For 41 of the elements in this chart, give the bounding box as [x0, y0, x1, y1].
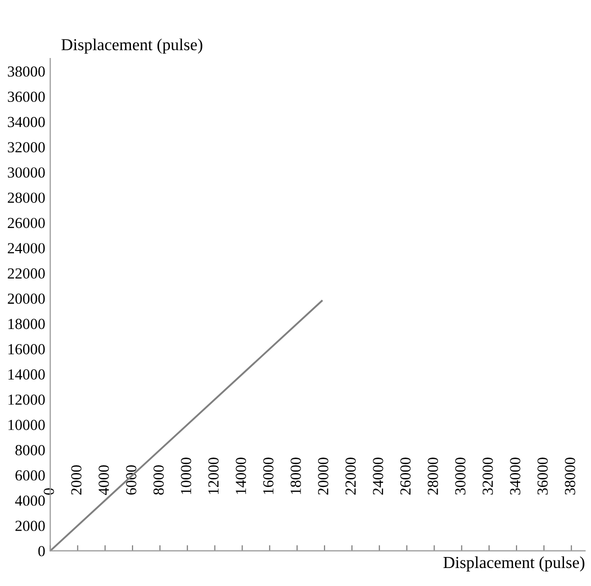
y-tick-label: 16000: [8, 344, 45, 354]
y-tick-label: 10000: [8, 420, 45, 430]
x-tick-label: 34000: [510, 458, 520, 495]
x-tick-label: 0: [44, 488, 54, 495]
x-tick-label: 16000: [263, 458, 274, 494]
x-tick-label: 20000: [318, 458, 328, 495]
y-tick-label: 0: [38, 546, 45, 556]
x-tick-label: 12000: [208, 458, 219, 494]
x-tick-label: 18000: [290, 458, 301, 494]
x-tick-label: 2000: [71, 465, 82, 495]
y-tick-label: 36000: [8, 92, 45, 102]
y-tick-label: 22000: [8, 268, 45, 279]
y-tick-label: 2000: [15, 520, 45, 532]
x-tick-label: 28000: [428, 458, 438, 495]
y-tick-label: 18000: [8, 318, 45, 330]
y-tick-label: 26000: [8, 218, 45, 228]
y-tick-label: 14000: [8, 369, 45, 380]
x-tick-label: 38000: [564, 458, 576, 495]
x-tick-label: 6000: [126, 465, 136, 495]
y-axis-title: Displacement (pulse): [61, 38, 202, 54]
y-tick-label: 28000: [8, 192, 45, 203]
x-tick-label: 24000: [372, 458, 384, 495]
x-tick-label: 14000: [236, 458, 246, 494]
y-tick-label: 30000: [8, 167, 45, 178]
y-tick-label: 4000: [15, 495, 45, 506]
y-tick-label: 32000: [8, 142, 45, 152]
x-tick-label: 26000: [400, 458, 411, 495]
x-tick-label: 32000: [482, 458, 493, 495]
y-tick-label: 34000: [8, 116, 45, 128]
y-tick-label: 38000: [8, 66, 45, 77]
y-tick-label: 12000: [8, 394, 45, 405]
x-tick-label: 8000: [153, 465, 164, 495]
x-tick-label: 4000: [98, 465, 109, 495]
x-tick-label: 36000: [537, 458, 548, 495]
y-tick-label: 20000: [8, 294, 45, 304]
x-tick-label: 22000: [345, 458, 356, 495]
x-tick-label: 10000: [180, 458, 192, 494]
x-tick-label: 30000: [455, 458, 466, 495]
y-tick-label: 24000: [8, 243, 45, 254]
y-tick-label: 8000: [15, 445, 45, 456]
x-axis-title: Displacement (pulse): [443, 556, 584, 572]
